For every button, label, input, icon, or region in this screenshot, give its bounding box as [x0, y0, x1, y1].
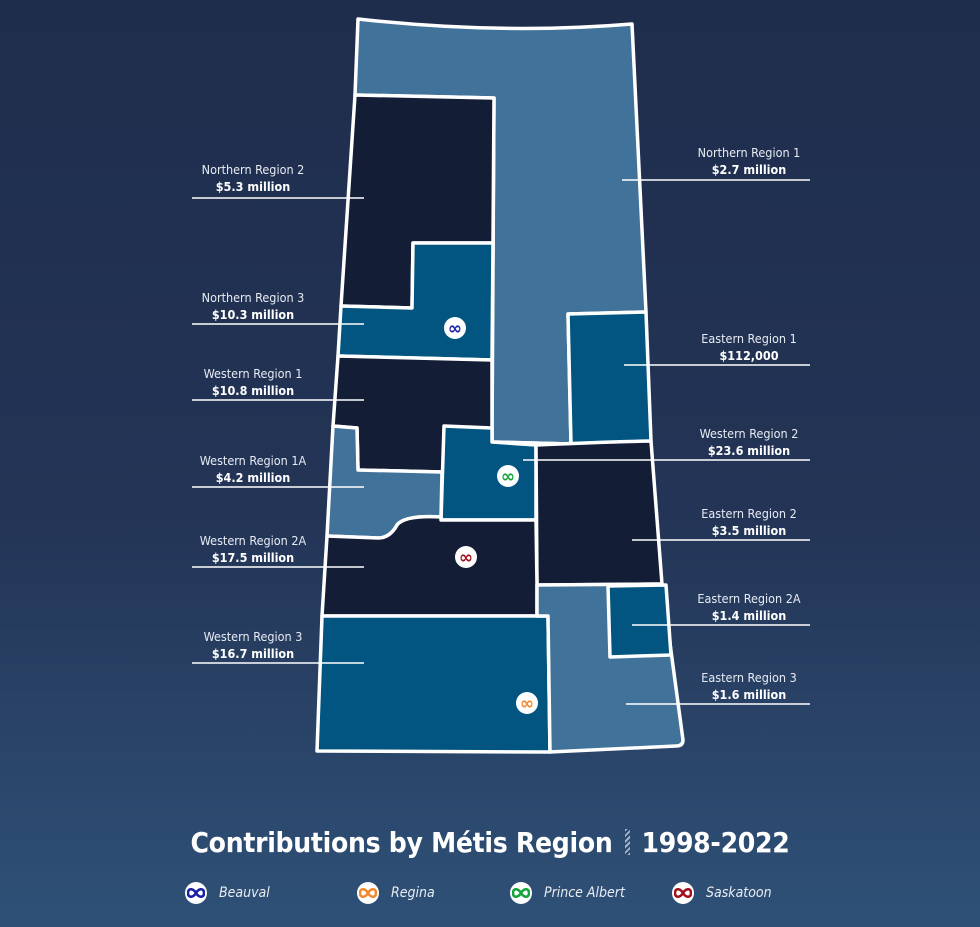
region-name: Western Region 3 [203, 629, 303, 644]
region-amount: $17.5 million [211, 550, 295, 565]
region-name: Northern Region 1 [697, 145, 801, 160]
region-amount: $112,000 [719, 348, 779, 363]
region-amount: $10.3 million [211, 307, 295, 322]
region-name: Northern Region 3 [201, 290, 305, 305]
label-eastern-region-2a: Eastern Region 2A $1.4 million [654, 590, 844, 624]
region-amount: $2.7 million [711, 162, 787, 177]
city-marker-prince-albert[interactable]: ∞ [497, 465, 519, 487]
legend-label: Regina [391, 885, 435, 901]
region-amount: $23.6 million [707, 443, 791, 458]
legend-item-saskatoon: Saskatoon [672, 882, 772, 904]
region-name: Western Region 2A [199, 533, 307, 548]
label-eastern-region-1: Eastern Region 1 $112,000 [654, 330, 844, 364]
city-marker-saskatoon[interactable]: ∞ [455, 546, 477, 568]
label-northern-region-3: Northern Region 3 $10.3 million [158, 289, 348, 323]
title-main: Contributions by Métis Region [190, 826, 613, 859]
region-name: Eastern Region 1 [701, 331, 797, 346]
region-eastern-1[interactable] [566, 310, 653, 446]
infinity-icon [672, 882, 694, 904]
title-separator [624, 829, 630, 855]
region-amount: $1.4 million [711, 608, 787, 623]
label-western-region-2a: Western Region 2A $17.5 million [158, 532, 348, 566]
legend-label: Beauval [219, 885, 270, 901]
label-northern-region-2: Northern Region 2 $5.3 million [158, 161, 348, 195]
region-eastern-2a[interactable] [606, 583, 673, 659]
infinity-icon [357, 882, 379, 904]
region-eastern-2[interactable] [534, 439, 664, 587]
region-name: Western Region 1A [199, 453, 307, 468]
leader-lines [192, 179, 810, 705]
region-name: Eastern Region 3 [701, 670, 797, 685]
legend-item-beauval: Beauval [185, 882, 270, 904]
label-northern-region-1: Northern Region 1 $2.7 million [654, 144, 844, 178]
city-marker-beauval[interactable]: ∞ [444, 317, 466, 339]
label-western-region-1: Western Region 1 $10.8 million [158, 365, 348, 399]
svg-text:∞: ∞ [448, 319, 462, 339]
label-western-region-2: Western Region 2 $23.6 million [654, 425, 844, 459]
region-amount: $10.8 million [211, 383, 295, 398]
label-eastern-region-2: Eastern Region 2 $3.5 million [654, 505, 844, 539]
region-amount: $4.2 million [215, 470, 291, 485]
region-name: Western Region 1 [203, 366, 303, 381]
region-amount: $16.7 million [211, 646, 295, 661]
legend-item-regina: Regina [357, 882, 435, 904]
legend-label: Saskatoon [706, 885, 772, 901]
city-marker-regina[interactable]: ∞ [516, 692, 538, 714]
title-years: 1998-2022 [641, 826, 790, 859]
region-amount: $1.6 million [711, 687, 787, 702]
region-western-2a[interactable] [320, 514, 539, 618]
svg-text:∞: ∞ [520, 694, 534, 714]
label-western-region-1a: Western Region 1A $4.2 million [158, 452, 348, 486]
region-name: Northern Region 2 [201, 162, 305, 177]
region-amount: $3.5 million [711, 523, 787, 538]
region-name: Eastern Region 2 [701, 506, 797, 521]
infinity-icon [510, 882, 532, 904]
region-amount: $5.3 million [215, 179, 291, 194]
region-western-3[interactable] [315, 614, 552, 754]
label-eastern-region-3: Eastern Region 3 $1.6 million [654, 669, 844, 703]
infinity-icon [185, 882, 207, 904]
legend-item-prince-albert: Prince Albert [510, 882, 625, 904]
region-name: Western Region 2 [699, 426, 799, 441]
legend: Beauval Regina Prince Albert Saskatoon [0, 882, 980, 906]
label-western-region-3: Western Region 3 $16.7 million [158, 628, 348, 662]
region-name: Eastern Region 2A [697, 591, 801, 606]
chart-title: Contributions by Métis Region 1998-2022 [0, 826, 980, 859]
legend-label: Prince Albert [544, 885, 625, 901]
svg-text:∞: ∞ [459, 548, 473, 568]
svg-text:∞: ∞ [501, 467, 515, 487]
